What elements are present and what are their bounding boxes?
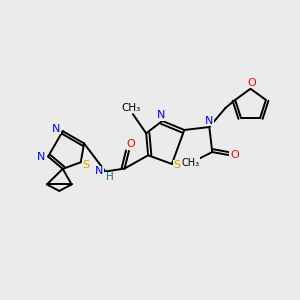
Text: N: N — [52, 124, 61, 134]
Text: N: N — [157, 110, 165, 120]
Text: S: S — [174, 160, 181, 170]
Text: O: O — [126, 140, 135, 149]
Text: CH₃: CH₃ — [121, 103, 140, 113]
Text: O: O — [230, 150, 239, 160]
Text: CH₃: CH₃ — [181, 158, 199, 168]
Text: N: N — [95, 167, 103, 176]
Text: N: N — [205, 116, 214, 126]
Text: N: N — [37, 152, 45, 162]
Text: O: O — [248, 78, 256, 88]
Text: H: H — [106, 172, 113, 182]
Text: S: S — [82, 160, 90, 170]
